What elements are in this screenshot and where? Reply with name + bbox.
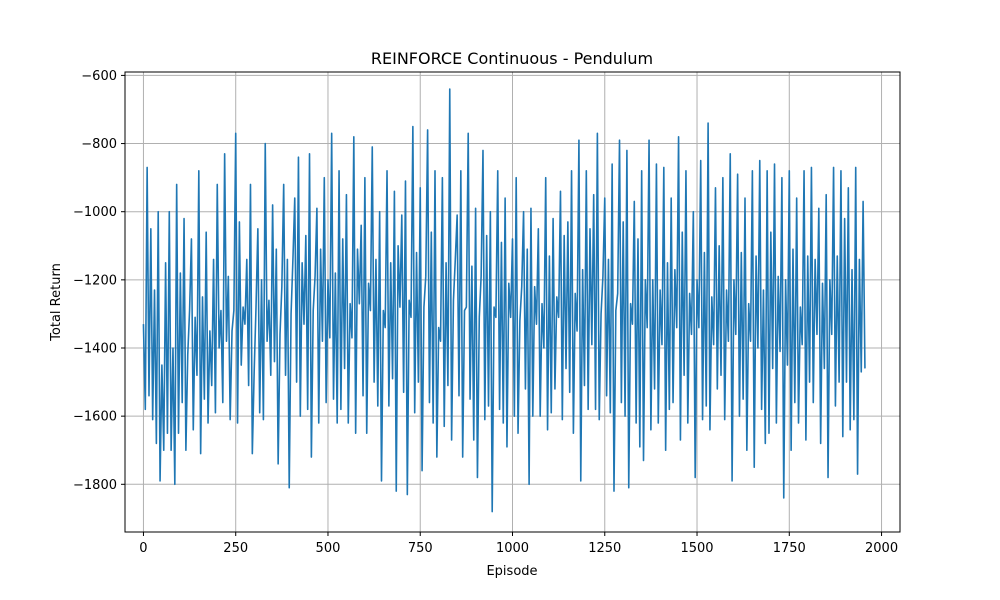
plot-area xyxy=(142,88,866,513)
y-tick-label: −1200 xyxy=(73,273,117,288)
y-tick-label: −1600 xyxy=(73,410,117,425)
y-tick-label: −1800 xyxy=(73,478,117,493)
chart-title: REINFORCE Continuous - Pendulum xyxy=(371,49,653,68)
x-tick-label: 1000 xyxy=(496,541,529,556)
y-tick-label: −600 xyxy=(81,69,117,84)
x-axis-label: Episode xyxy=(486,564,537,579)
y-tick-label: −1000 xyxy=(73,205,117,220)
ticks: 0 250 500 750 1000 1250 1500 1750 2000 −1800 −1600… xyxy=(73,69,898,556)
y-axis-label: Total Return xyxy=(49,263,64,342)
x-tick-label: 750 xyxy=(408,541,433,556)
x-tick-label: 1250 xyxy=(588,541,621,556)
series-line xyxy=(142,88,866,513)
x-tick-label: 0 xyxy=(139,541,147,556)
x-tick-label: 500 xyxy=(316,541,341,556)
x-tick-label: 250 xyxy=(223,541,248,556)
y-tick-label: −1400 xyxy=(73,342,117,357)
x-tick-label: 1500 xyxy=(680,541,713,556)
x-tick-label: 1750 xyxy=(773,541,806,556)
grid xyxy=(125,72,900,532)
x-tick-label: 2000 xyxy=(865,541,898,556)
y-tick-label: −800 xyxy=(81,137,117,152)
